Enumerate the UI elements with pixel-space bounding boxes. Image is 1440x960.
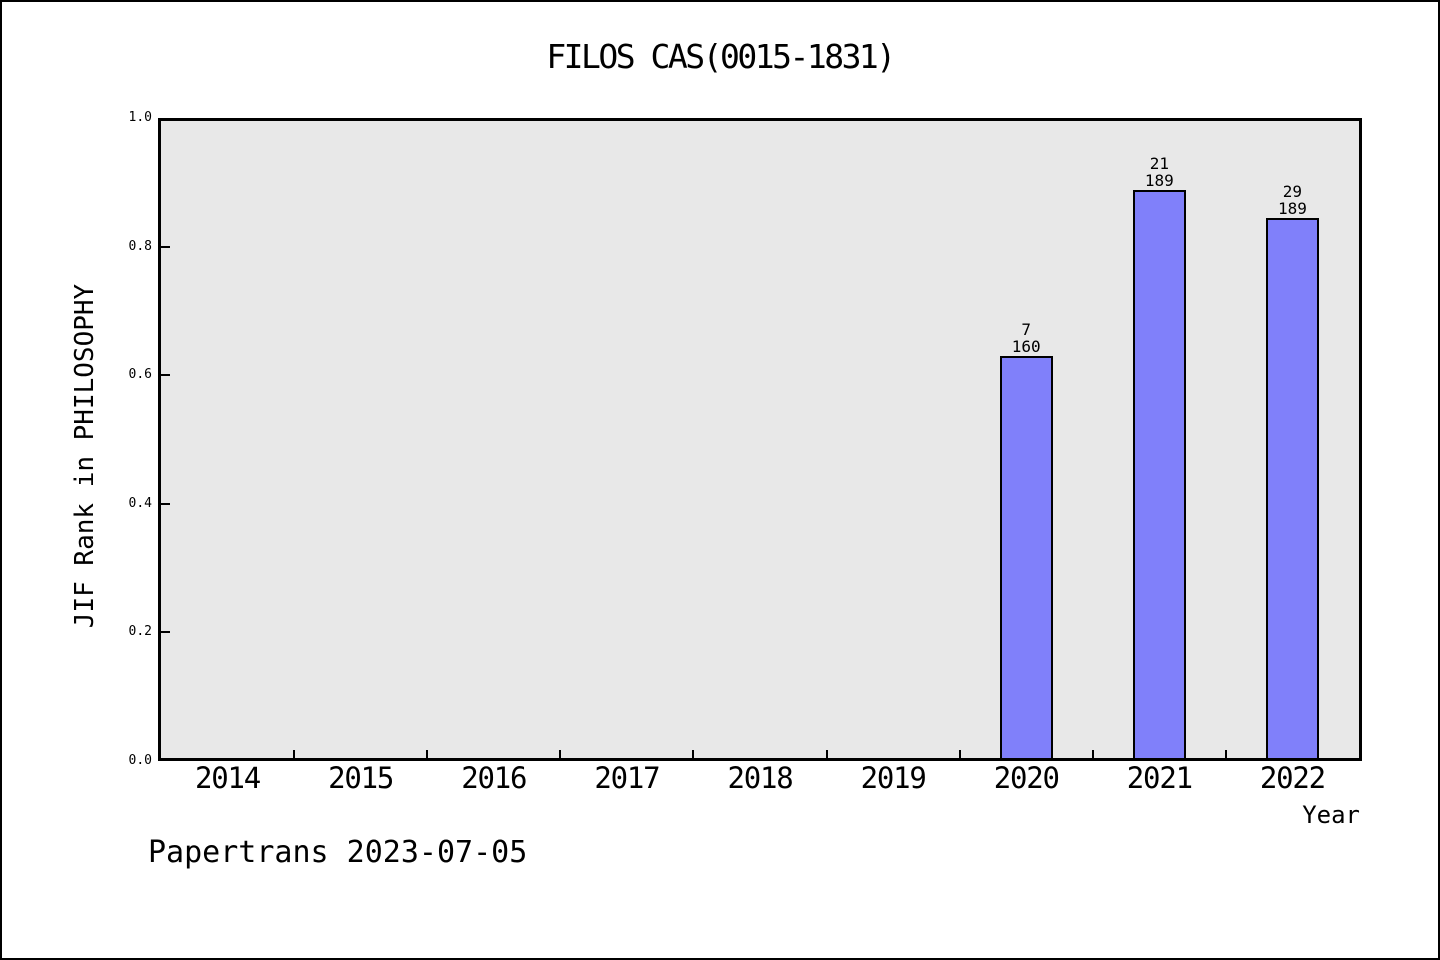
bar-value-label-2022: 29 189 xyxy=(1277,181,1307,218)
y-axis-tick xyxy=(161,374,170,377)
y-tick-label-0.6: 0.6 xyxy=(128,367,152,383)
x-axis-tick xyxy=(825,750,828,758)
y-tick-label-1.0: 1.0 xyxy=(128,110,152,125)
watermark-text: Papertrans 2023-07-05 xyxy=(148,835,528,870)
x-axis-tick xyxy=(958,750,961,758)
x-tick-label-2014: 2014 xyxy=(195,761,261,795)
x-axis-tick xyxy=(559,750,562,758)
x-tick-label-2019: 2019 xyxy=(860,761,927,795)
y-tick-label-0.8: 0.8 xyxy=(128,238,152,254)
x-tick-label-2017: 2017 xyxy=(594,761,660,795)
x-axis-tick xyxy=(426,750,429,758)
x-tick-label-2021: 2021 xyxy=(1126,761,1193,795)
y-tick-label-0.2: 0.2 xyxy=(128,624,152,640)
y-tick-label-0.0: 0.0 xyxy=(128,753,152,768)
x-axis-tick xyxy=(293,750,296,758)
x-axis-tick xyxy=(1224,750,1227,758)
bar-value-label-2020: 7 160 xyxy=(1011,319,1041,356)
bar-value-label-2021: 21 189 xyxy=(1144,154,1174,191)
y-axis-tick xyxy=(161,502,170,505)
y-tick-label-0.4: 0.4 xyxy=(128,495,152,511)
bar-2021 xyxy=(1132,190,1186,758)
x-axis-tick xyxy=(692,750,695,758)
plot-area xyxy=(158,118,1362,761)
x-axis-tick xyxy=(1091,750,1094,758)
x-tick-label-2022: 2022 xyxy=(1259,761,1326,795)
x-tick-label-2015: 2015 xyxy=(328,761,394,795)
x-tick-label-2016: 2016 xyxy=(461,761,527,795)
bar-2022 xyxy=(1265,217,1319,758)
x-axis-title: Year xyxy=(1302,801,1360,829)
y-axis-tick xyxy=(161,631,170,634)
chart-title: FILOS CAS(0015-1831) xyxy=(546,37,896,76)
bar-2020 xyxy=(999,355,1053,758)
x-tick-label-2018: 2018 xyxy=(727,761,793,795)
y-axis-tick xyxy=(161,245,170,248)
y-axis-title: JIF Rank in PHILOSOPHY xyxy=(70,283,100,629)
x-tick-label-2020: 2020 xyxy=(993,761,1060,795)
